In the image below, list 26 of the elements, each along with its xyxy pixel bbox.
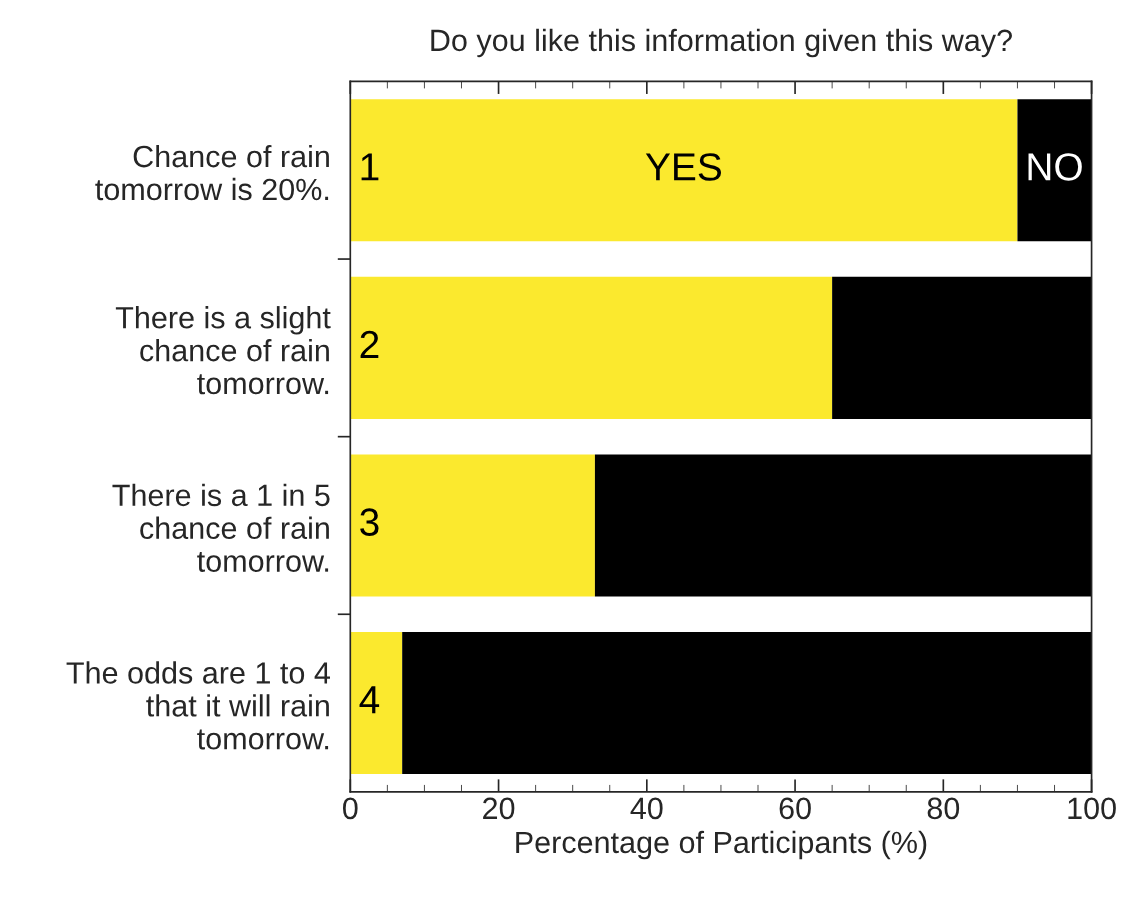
bar bbox=[594, 454, 1092, 597]
x-axis-title: Percentage of Participants (%) bbox=[516, 830, 927, 860]
y-tick-label: There is a slight chance of rain tomorrow. bbox=[115, 306, 331, 395]
series-label: NO bbox=[1028, 153, 1082, 181]
x-tick-label: 60 bbox=[779, 797, 811, 820]
x-tick-label: 0 bbox=[343, 797, 358, 820]
bar bbox=[350, 454, 595, 597]
annotation: 3 bbox=[360, 508, 379, 536]
bar bbox=[350, 99, 1018, 242]
bar bbox=[1017, 99, 1092, 242]
y-tick-label: There is a 1 in 5 chance of rain tomorrow. bbox=[112, 483, 330, 572]
chart-title: Do you like this information given this way? bbox=[431, 28, 1012, 58]
x-tick-label: 40 bbox=[630, 797, 663, 820]
x-tick-label: 100 bbox=[1068, 797, 1116, 820]
bar bbox=[350, 276, 833, 419]
annotation: 1 bbox=[361, 153, 379, 181]
y-tick-label: The odds are 1 to 4 that it will rain tomorrow. bbox=[66, 661, 330, 750]
bar bbox=[402, 632, 1092, 775]
bar bbox=[832, 276, 1092, 419]
y-tick-label: Chance of rain tomorrow is 20%. bbox=[95, 144, 329, 201]
annotation: 4 bbox=[359, 686, 380, 714]
series-label: YES bbox=[645, 153, 721, 181]
annotation: 2 bbox=[360, 330, 379, 358]
x-tick-label: 20 bbox=[483, 797, 515, 820]
bar bbox=[350, 632, 403, 775]
x-tick-label: 80 bbox=[927, 797, 960, 820]
